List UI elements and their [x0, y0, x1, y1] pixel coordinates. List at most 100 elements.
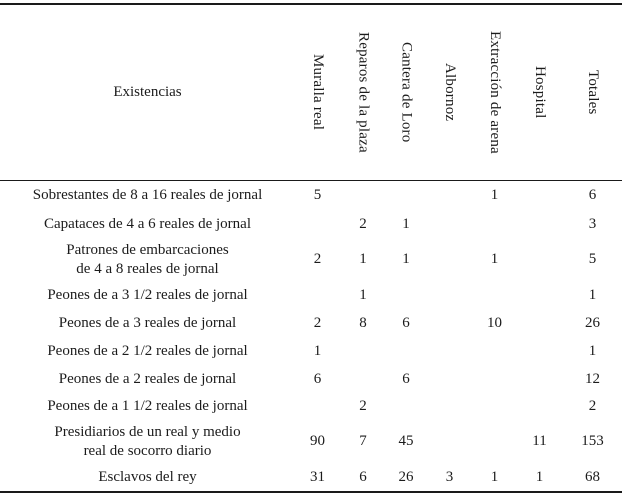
cell-value [516, 337, 563, 365]
cell-value [295, 210, 340, 238]
row-label: Sobrestantes de 8 a 16 reales de jornal [0, 181, 295, 210]
cell-value: 6 [588, 187, 597, 203]
cell-value [386, 181, 426, 210]
column-header-label: Extracción de arena [487, 31, 503, 154]
cell-value [386, 281, 426, 309]
cell-value [426, 337, 473, 365]
cell-value: 5 [588, 251, 597, 267]
cell-value [516, 281, 563, 309]
cell-value: 153 [581, 433, 604, 449]
cell-value: 31 [310, 468, 325, 485]
column-header-label: Muralla real [310, 54, 326, 131]
cell-value: 6 [359, 468, 367, 485]
row-label-line1: Peones de a 2 reales de jornal [58, 370, 237, 387]
cell-value [516, 238, 563, 281]
cell-value [426, 420, 473, 463]
row-label-line1: Peones de a 1 1/2 reales de jornal [47, 398, 248, 414]
row-label-line1: Peones de a 3 1/2 reales de jornal [47, 286, 248, 303]
cell-value [516, 181, 563, 210]
row-label-line2: de 4 a 8 reales de jornal [76, 260, 219, 277]
row-label: Peones de a 3 1/2 reales de jornal [0, 281, 295, 309]
cell-value [386, 393, 426, 420]
cell-value: 1 [402, 215, 410, 232]
cell-value [516, 365, 563, 393]
row-label: Presidiarios de un real y medio real de s… [0, 420, 295, 463]
cell-value [340, 181, 386, 210]
cell-value: 12 [585, 370, 600, 387]
cell-value [473, 281, 516, 309]
cell-value [516, 210, 563, 238]
cell-value: 8 [359, 314, 367, 331]
cell-value: 1 [490, 251, 499, 267]
row-label: Esclavos del rey [0, 463, 295, 491]
row-label-line1: Peones de a 2 1/2 reales de jornal [47, 342, 248, 359]
cell-value [473, 420, 516, 463]
cell-value: 1 [588, 342, 597, 359]
cell-value: 1 [402, 251, 410, 267]
cell-value: 6 [313, 370, 322, 387]
cell-value: 3 [445, 468, 454, 485]
cell-value: 26 [398, 468, 414, 485]
cell-value: 2 [313, 251, 322, 267]
cell-value: 1 [535, 468, 544, 485]
cell-value: 2 [313, 314, 322, 331]
cell-value: 3 [588, 215, 597, 232]
row-label-line1: Capataces de 4 a 6 reales de jornal [44, 215, 251, 232]
row-label-line1: Esclavos del rey [98, 468, 197, 485]
cell-value [426, 181, 473, 210]
cell-value: 1 [588, 286, 597, 303]
corner-header-existencias: Existencias [0, 5, 295, 181]
column-header-label: Cantera de Loro [398, 42, 415, 143]
staff-table: Existencias Muralla real Reparos de la p… [0, 3, 622, 493]
column-header-reparos-de-la-plaza: Reparos de la plaza [340, 5, 386, 181]
cell-value [473, 210, 516, 238]
row-label-line1: Presidiarios de un real y medio [54, 423, 241, 440]
cell-value [426, 281, 473, 309]
cell-value: 1 [359, 251, 367, 267]
row-label: Patrones de embarcaciones de 4 a 8 reales… [0, 238, 295, 281]
cell-value [516, 393, 563, 420]
cell-value: 11 [532, 433, 547, 449]
row-label: Capataces de 4 a 6 reales de jornal [0, 210, 295, 238]
column-header-cantera-de-loro: Cantera de Loro [386, 5, 426, 181]
column-header-label: Totales [585, 70, 601, 115]
row-label-line1: Sobrestantes de 8 a 16 reales de jornal [32, 187, 263, 203]
cell-value [295, 281, 340, 309]
row-label: Peones de a 3 reales de jornal [0, 309, 295, 337]
cell-value: 10 [487, 314, 502, 331]
cell-value: 7 [359, 433, 367, 449]
cell-value [426, 238, 473, 281]
cell-value: 2 [359, 215, 367, 232]
cell-value: 1 [490, 468, 499, 485]
row-label: Peones de a 2 reales de jornal [0, 365, 295, 393]
cell-value: 26 [585, 314, 600, 331]
cell-value [473, 393, 516, 420]
cell-value: 2 [588, 398, 597, 414]
column-header-muralla-real: Muralla real [295, 5, 340, 181]
cell-value: 1 [490, 187, 499, 203]
cell-value [426, 365, 473, 393]
row-label: Peones de a 2 1/2 reales de jornal [0, 337, 295, 365]
column-header-extraccion-de-arena: Extracción de arena [473, 5, 516, 181]
cell-value [340, 365, 386, 393]
cell-value: 68 [585, 468, 600, 485]
row-label-line2: real de socorro diario [83, 442, 212, 459]
cell-value: 45 [398, 433, 414, 449]
cell-value [426, 393, 473, 420]
cell-value [516, 309, 563, 337]
cell-value [426, 210, 473, 238]
column-header-hospital: Hospital [516, 5, 563, 181]
column-header-label: Reparos de la plaza [355, 32, 372, 153]
cell-value: 6 [402, 314, 410, 331]
column-header-albornoz: Albornoz [426, 5, 473, 181]
cell-value: 90 [310, 433, 325, 449]
column-header-totales: Totales [563, 5, 622, 181]
cell-value [386, 337, 426, 365]
cell-value [473, 337, 516, 365]
cell-value [426, 309, 473, 337]
cell-value: 1 [313, 342, 322, 359]
row-label-line1: Peones de a 3 reales de jornal [58, 314, 237, 331]
row-label: Peones de a 1 1/2 reales de jornal [0, 393, 295, 420]
cell-value [473, 365, 516, 393]
